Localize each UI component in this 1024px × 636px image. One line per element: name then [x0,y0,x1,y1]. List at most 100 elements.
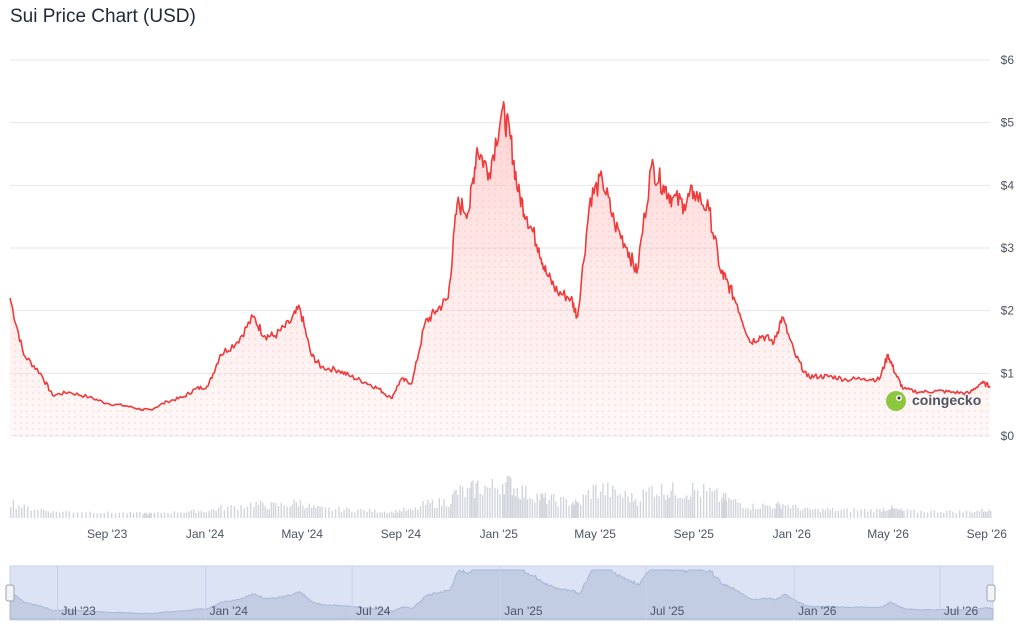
volume-bar [203,512,205,518]
volume-bar [789,508,792,518]
volume-bar [926,512,929,518]
volume-bar [672,482,674,518]
volume-bar [541,493,544,518]
volume-bar [886,510,888,518]
volume-bar [544,492,547,518]
volume-bar [684,497,686,518]
volume-bar [543,497,545,518]
volume-bar [304,508,306,518]
volume-bar [870,509,872,518]
volume-bar [716,488,718,518]
volume-bar [93,513,95,518]
volume-bar [114,513,117,518]
navigator[interactable]: Jul '23 Jan '24 Jul '24 Jan '25 Jul '25 Jan '… [5,565,996,621]
volume-bar [670,490,672,518]
volume-bar [506,476,509,518]
volume-bar [195,513,197,518]
volume-bar [445,506,448,518]
volume-bar [293,499,295,518]
volume-bar [291,504,293,518]
volume-bar [144,512,146,518]
volume-bar [464,497,466,518]
volume-bar [147,514,149,518]
volume-bar [986,512,988,518]
volume-bar [742,508,744,518]
volume-bar [873,512,875,518]
volume-bar [148,512,151,518]
volume-bar [782,503,784,518]
volume-bar [227,506,229,518]
volume-bar [183,512,185,518]
volume-bar [725,493,727,518]
volume-bar [259,500,262,518]
volume-bar [453,491,455,518]
volume-bar [215,510,217,518]
volume-bar [616,495,619,518]
volume-bar [511,495,513,518]
volume-bar [728,497,730,518]
volume-bar [357,509,359,518]
volume-bar [889,509,891,518]
volume-bar [892,507,894,518]
volume-bar [516,487,518,518]
volume-bar [12,499,15,518]
volume-bar [849,512,852,518]
volume-bar [295,502,297,518]
volume-bar [193,509,195,518]
volume-bar [145,512,147,518]
navigator-handle-left[interactable] [5,584,15,602]
volume-bar [582,494,584,518]
volume-bar [243,508,245,518]
volume-bar [572,501,574,518]
volume-bar [405,510,407,518]
volume-bar [268,508,270,518]
navigator-handle-right[interactable] [986,584,996,602]
volume-bar [412,510,414,518]
volume-bar [27,506,29,518]
volume-bar [363,509,365,518]
volume-bar [699,496,702,518]
volume-bar [723,493,725,518]
volume-bar [679,497,681,518]
volume-bar [690,496,692,518]
volume-bar [713,490,716,518]
volume-bar [933,510,936,518]
volume-bar [898,509,900,518]
volume-bar [340,511,343,518]
volume-bar [819,512,822,518]
volume-bar [157,512,159,518]
volume-bar [540,493,542,518]
volume-bar [604,495,607,518]
volume-bar [955,513,957,518]
volume-bar [981,508,983,518]
volume-bar [107,511,109,518]
volume-bar [173,511,176,518]
volume-bar [631,493,633,518]
volume-bar [622,497,624,518]
volume-bar [427,499,429,518]
volume-bar [762,503,764,518]
volume-bar [118,512,121,518]
volume-bar [959,510,961,518]
volume-bar [306,507,308,518]
volume-bar [766,505,769,518]
volume-bar [901,510,904,518]
volume-bar [210,509,213,518]
volume-bar [233,506,236,518]
volume-bar [441,505,443,518]
volume-bar [436,507,438,518]
volume-bar [969,511,971,518]
volume-bar [55,511,58,518]
volume-bar [200,510,202,518]
volume-bar [757,509,759,518]
volume-bar [754,509,757,518]
volume-bar [366,511,368,518]
volume-bar [639,501,642,518]
volume-bar [237,509,239,518]
volume-bar [775,503,778,518]
volume-bar [313,505,315,518]
volume-bar [346,507,348,518]
volume-bar [470,481,473,518]
volume-bar [30,510,32,518]
